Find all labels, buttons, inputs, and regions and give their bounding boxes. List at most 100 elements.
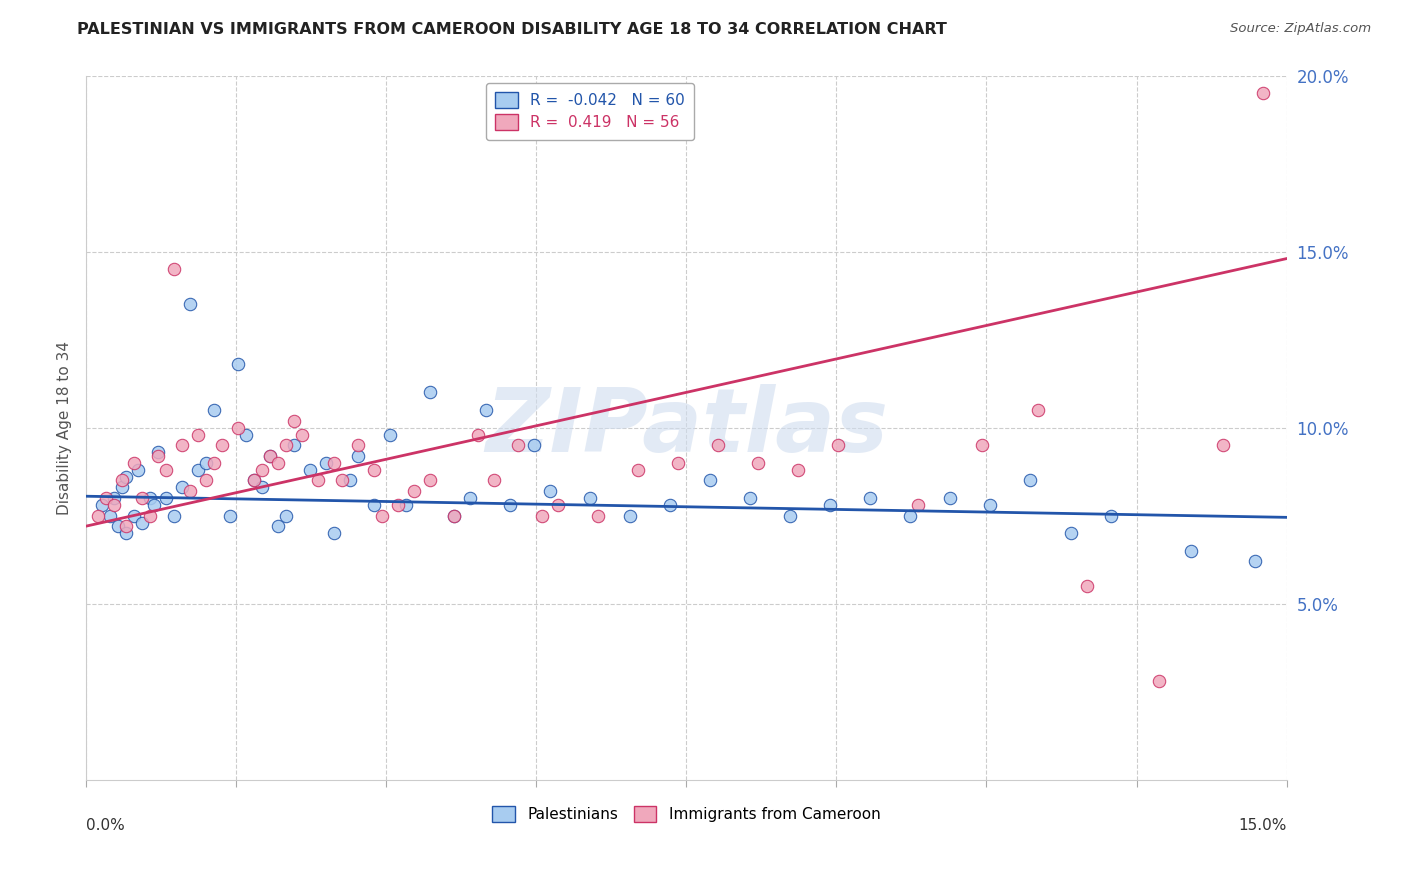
Point bbox=[115, 526, 138, 541]
Point bbox=[243, 474, 266, 488]
Point bbox=[387, 498, 409, 512]
Point bbox=[419, 474, 441, 488]
Point bbox=[131, 491, 153, 505]
Point bbox=[172, 438, 194, 452]
Point bbox=[907, 498, 929, 512]
Point bbox=[531, 508, 554, 523]
Point bbox=[307, 474, 329, 488]
Point bbox=[747, 456, 769, 470]
Point bbox=[740, 491, 762, 505]
Point bbox=[243, 474, 266, 488]
Point bbox=[347, 449, 370, 463]
Point bbox=[900, 508, 922, 523]
Point bbox=[291, 427, 314, 442]
Point bbox=[172, 480, 194, 494]
Point bbox=[659, 498, 682, 512]
Point bbox=[380, 427, 402, 442]
Point bbox=[235, 427, 257, 442]
Point bbox=[588, 508, 610, 523]
Point bbox=[404, 483, 426, 498]
Point bbox=[939, 491, 962, 505]
Point bbox=[666, 456, 689, 470]
Point bbox=[103, 491, 125, 505]
Point bbox=[98, 508, 121, 523]
Point bbox=[347, 438, 370, 452]
Point bbox=[547, 498, 569, 512]
Point bbox=[163, 508, 186, 523]
Point bbox=[315, 456, 337, 470]
Point bbox=[299, 463, 322, 477]
Point bbox=[146, 445, 169, 459]
Point bbox=[211, 438, 233, 452]
Point bbox=[122, 508, 145, 523]
Point bbox=[131, 516, 153, 530]
Point bbox=[87, 508, 110, 523]
Point bbox=[523, 438, 546, 452]
Point bbox=[395, 498, 418, 512]
Point bbox=[202, 403, 225, 417]
Text: 15.0%: 15.0% bbox=[1239, 818, 1286, 833]
Point bbox=[155, 463, 177, 477]
Point bbox=[443, 508, 465, 523]
Point bbox=[1243, 554, 1265, 568]
Point bbox=[619, 508, 641, 523]
Point bbox=[538, 483, 561, 498]
Point bbox=[827, 438, 849, 452]
Point bbox=[1251, 86, 1274, 100]
Point bbox=[699, 474, 721, 488]
Point bbox=[91, 498, 114, 512]
Point bbox=[146, 449, 169, 463]
Point bbox=[458, 491, 481, 505]
Point bbox=[179, 297, 201, 311]
Point bbox=[475, 403, 498, 417]
Point bbox=[443, 508, 465, 523]
Point bbox=[103, 498, 125, 512]
Point bbox=[820, 498, 842, 512]
Point bbox=[1212, 438, 1234, 452]
Point bbox=[1076, 579, 1098, 593]
Point bbox=[1059, 526, 1081, 541]
Point bbox=[787, 463, 810, 477]
Point bbox=[219, 508, 242, 523]
Point bbox=[779, 508, 801, 523]
Point bbox=[363, 498, 385, 512]
Point bbox=[467, 427, 489, 442]
Point bbox=[283, 413, 305, 427]
Text: 0.0%: 0.0% bbox=[86, 818, 125, 833]
Point bbox=[163, 262, 186, 277]
Point bbox=[195, 474, 218, 488]
Point bbox=[226, 420, 249, 434]
Point bbox=[267, 519, 290, 533]
Point bbox=[202, 456, 225, 470]
Point bbox=[508, 438, 530, 452]
Point bbox=[226, 357, 249, 371]
Point bbox=[276, 508, 298, 523]
Point bbox=[1284, 103, 1306, 118]
Point bbox=[259, 449, 281, 463]
Point bbox=[155, 491, 177, 505]
Point bbox=[323, 526, 346, 541]
Point bbox=[1180, 543, 1202, 558]
Point bbox=[1147, 674, 1170, 689]
Point bbox=[979, 498, 1001, 512]
Point bbox=[259, 449, 281, 463]
Point bbox=[972, 438, 994, 452]
Point bbox=[1019, 474, 1042, 488]
Point bbox=[707, 438, 730, 452]
Point bbox=[127, 463, 149, 477]
Point bbox=[330, 474, 353, 488]
Point bbox=[179, 483, 201, 498]
Point bbox=[627, 463, 650, 477]
Point bbox=[187, 427, 209, 442]
Text: PALESTINIAN VS IMMIGRANTS FROM CAMEROON DISABILITY AGE 18 TO 34 CORRELATION CHAR: PALESTINIAN VS IMMIGRANTS FROM CAMEROON … bbox=[77, 22, 948, 37]
Point bbox=[499, 498, 522, 512]
Point bbox=[1028, 403, 1050, 417]
Point bbox=[115, 470, 138, 484]
Point bbox=[1099, 508, 1122, 523]
Point bbox=[115, 519, 138, 533]
Text: ZIPatlas: ZIPatlas bbox=[485, 384, 887, 471]
Point bbox=[111, 480, 134, 494]
Point bbox=[94, 491, 117, 505]
Point bbox=[339, 474, 361, 488]
Point bbox=[371, 508, 394, 523]
